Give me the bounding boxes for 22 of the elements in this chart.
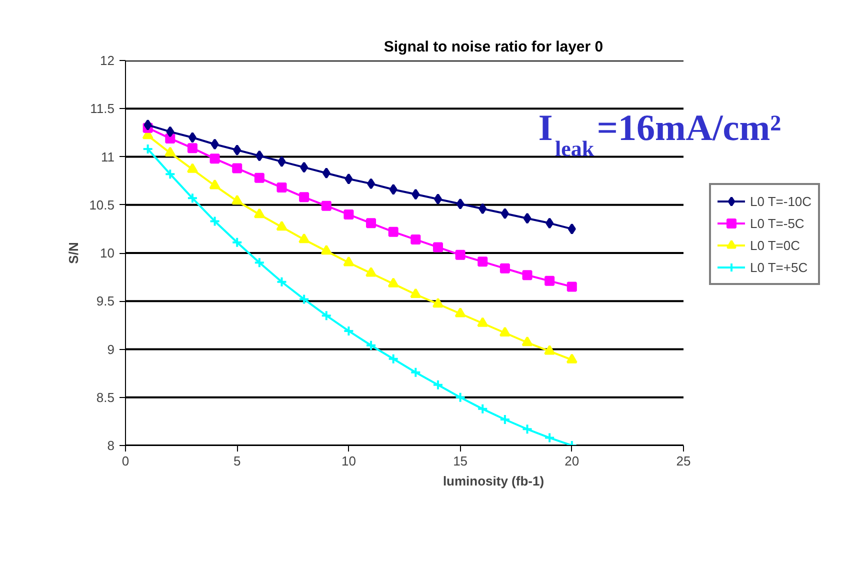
- x-tick-label: 25: [676, 454, 691, 468]
- y-tick-label: 11: [101, 149, 115, 164]
- y-tick-label: 12: [100, 53, 115, 68]
- x-tick-label: 15: [453, 454, 468, 468]
- y-tick-label: 11.5: [90, 101, 115, 116]
- legend-label: L0 T=-5C: [750, 215, 804, 231]
- x-tick-label: 5: [233, 454, 241, 468]
- legend-label: L0 T=0C: [750, 237, 800, 253]
- x-tick-label: 20: [564, 454, 580, 468]
- y-tick-label: 9.5: [96, 294, 115, 309]
- y-tick-label: 8.5: [96, 390, 115, 405]
- legend-label: L0 T=-10C: [750, 193, 812, 209]
- x-tick-label: 10: [341, 454, 356, 468]
- chart-title: Signal to noise ratio for layer 0: [384, 38, 604, 56]
- y-axis-title: S/N: [66, 242, 82, 264]
- y-tick-label: 10: [100, 246, 115, 260]
- legend-label: L0 T=+5C: [750, 259, 808, 275]
- y-tick-label: 9: [107, 342, 115, 357]
- y-tick-label: 10.5: [89, 197, 115, 212]
- x-axis-title: luminosity (fb-1): [442, 474, 544, 488]
- y-tick-label: 8: [107, 438, 115, 453]
- x-tick-label: 0: [122, 454, 130, 468]
